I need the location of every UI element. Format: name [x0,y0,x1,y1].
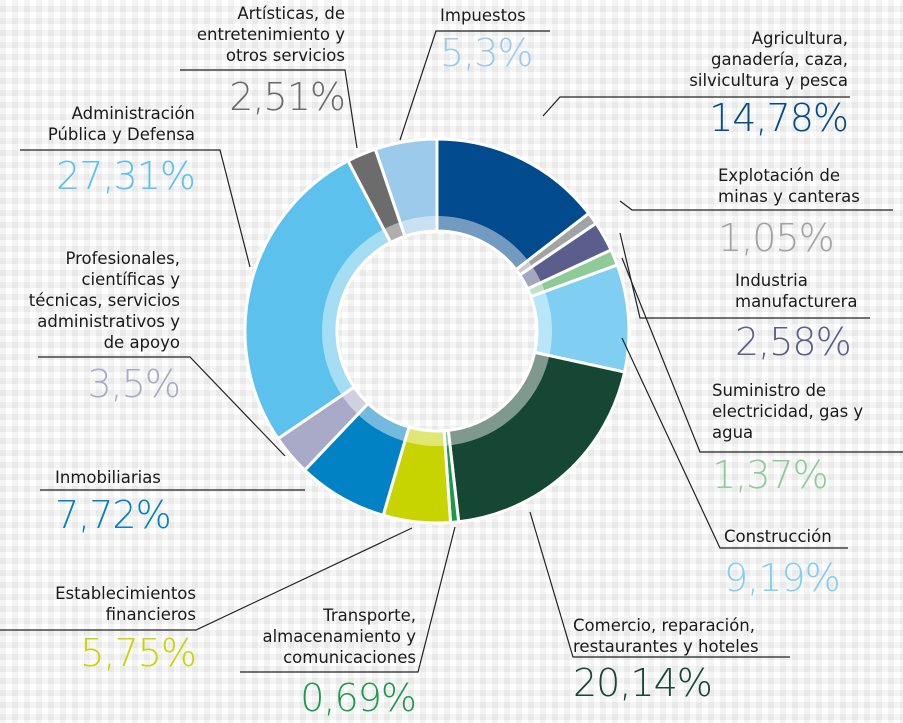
leader-line [38,356,286,457]
donut-slice [446,350,627,524]
slice-label: Suministro de electricidad, gas y agua [712,381,864,442]
slice-value-label: 1,37% [712,453,829,497]
slice-value-label: 5,3% [440,31,534,75]
donut-slice [435,137,591,272]
leader-line [0,527,413,631]
slice-label: Administración Pública y Defensa [47,104,195,144]
slice-label: Inmobiliarias [55,468,161,487]
slice-value-label: 2,51% [229,75,346,119]
leader-line [621,257,903,453]
slice-value-label: 9,19% [724,556,841,600]
slice-value-label: 5,75% [80,631,197,675]
slice-label: Agricultura, ganadería, caza, silvicultu… [689,29,848,90]
donut-slice [243,158,393,441]
leader-line [619,200,893,211]
inner-ring [322,216,552,446]
slice-value-label: 7,72% [55,493,172,537]
slice-value-label: 20,14% [573,661,713,705]
slice-value-label: 3,5% [87,362,181,406]
leader-line [529,511,790,658]
slice-label: Comercio, reparación, restaurantes y hot… [573,616,759,656]
slice-label: Establecimientos financieros [55,584,196,624]
slice-label: Profesionales, científicas y técnicas, s… [28,249,180,352]
slice-label: Impuestos [440,6,526,25]
leader-line [240,526,456,673]
slice-label: Construcción [724,527,832,546]
leader-line [621,337,848,549]
slice-label: Transporte, almacenamiento y comunicacio… [262,606,416,667]
slice-value-label: 1,05% [718,216,835,260]
leader-line [399,30,550,141]
leader-line [542,96,850,117]
slice-label: Industria manufacturera [735,271,858,311]
slice-label: Explotación de minas y canteras [718,166,860,206]
leader-line [20,149,251,268]
slice-value-label: 2,58% [735,320,852,364]
slice-value-label: 0,69% [300,676,417,720]
leader-line [180,69,358,149]
slice-value-label: 27,31% [56,154,196,198]
donut-slice [373,137,439,239]
slice-value-label: 14,78% [709,96,849,140]
slice-label: Artísticas, de entretenimiento y otros s… [196,4,345,65]
leader-line [619,232,870,319]
